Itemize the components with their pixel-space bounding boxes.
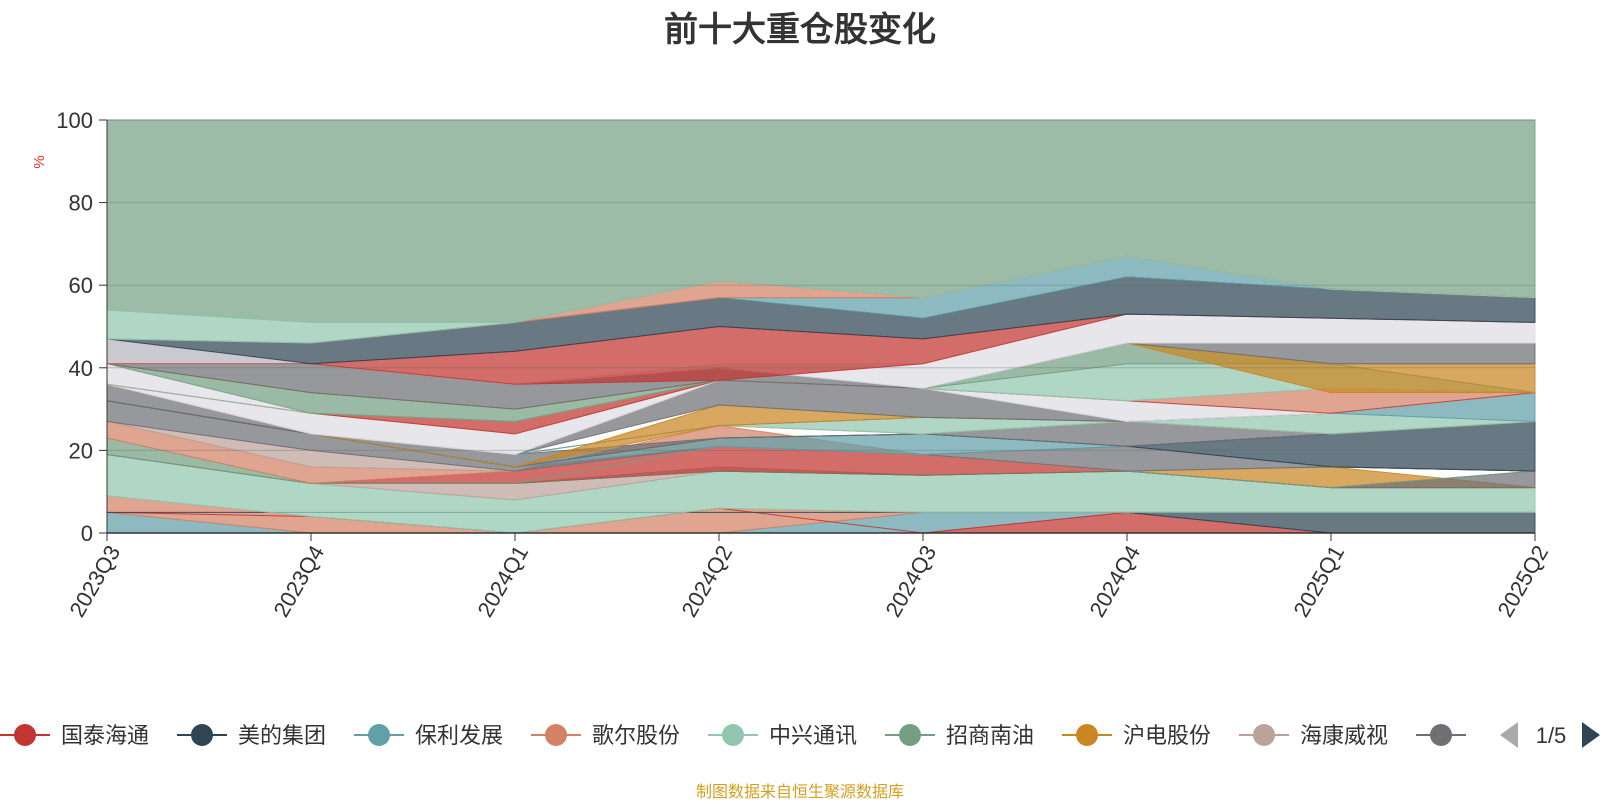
legend-marker-icon [899, 724, 921, 746]
legend-label: 歌尔股份 [592, 724, 680, 749]
legend-label: 美的集团 [238, 724, 326, 749]
x-tick-label: 2024Q1 [472, 541, 533, 621]
gridlines [107, 119, 1535, 451]
legend-item[interactable]: 中兴通讯 [708, 724, 857, 749]
legend-item[interactable]: 招商南油 [885, 724, 1034, 749]
legend-marker-icon [722, 724, 744, 746]
legend-label: 中兴通讯 [769, 724, 857, 749]
y-tick-label: 0 [81, 521, 93, 546]
y-tick-label: 80 [69, 191, 93, 216]
legend-item[interactable]: 沪电股份 [1062, 724, 1211, 749]
y-tick-label: 60 [69, 273, 93, 298]
legend-item[interactable]: 保利发展 [354, 724, 503, 749]
legend-label: 沪电股份 [1123, 724, 1211, 749]
chart-title: 前十大重仓股变化 [664, 10, 936, 50]
legend-marker-icon [545, 724, 567, 746]
x-tick-label: 2023Q4 [268, 541, 329, 621]
y-tick-label: 20 [69, 438, 93, 463]
x-tick-label: 2025Q1 [1288, 541, 1349, 621]
legend-marker-icon [14, 724, 36, 746]
legend-page-indicator: 1/5 [1536, 723, 1567, 748]
legend-label: 保利发展 [415, 724, 503, 749]
legend-item[interactable] [1416, 724, 1466, 746]
legend-label: 招商南油 [946, 724, 1034, 749]
legend-item[interactable]: 海康威视 [1239, 724, 1388, 749]
area-band [106, 255, 1536, 344]
legend-label: 海康威视 [1300, 724, 1388, 749]
legend-item[interactable]: 美的集团 [177, 724, 326, 749]
y-axis-unit-label: % [31, 155, 48, 168]
area-band [106, 454, 1536, 489]
legend: 国泰海通 美的集团 保利发展 歌尔股份 中兴通讯 招商南油 沪电股份 海康威视 1/5 [0, 712, 1600, 760]
legend-marker-icon [1253, 724, 1275, 746]
area-bands [106, 119, 1536, 534]
legend-marker-icon [368, 724, 390, 746]
legend-marker-icon [1430, 724, 1452, 746]
x-tick-label: 2024Q2 [676, 541, 737, 621]
y-tick-label: 40 [69, 356, 93, 381]
x-tick-label: 2023Q3 [64, 541, 125, 621]
x-tick-label: 2024Q4 [1084, 541, 1145, 621]
pager-prev-icon[interactable] [1500, 722, 1518, 748]
pager-next-icon[interactable] [1582, 722, 1600, 748]
legend-marker-icon [1076, 724, 1098, 746]
area-band [106, 437, 1536, 489]
x-tick-label: 2025Q2 [1492, 541, 1553, 621]
x-tick-label: 2024Q3 [880, 541, 941, 621]
legend-item[interactable]: 国泰海通 [0, 724, 149, 749]
legend-marker-icon [191, 724, 213, 746]
legend-label: 国泰海通 [61, 724, 149, 749]
legend-item[interactable]: 歌尔股份 [531, 724, 680, 749]
y-tick-label: 100 [56, 108, 93, 133]
data-source-note: 制图数据来自恒生聚源数据库 [695, 782, 904, 801]
